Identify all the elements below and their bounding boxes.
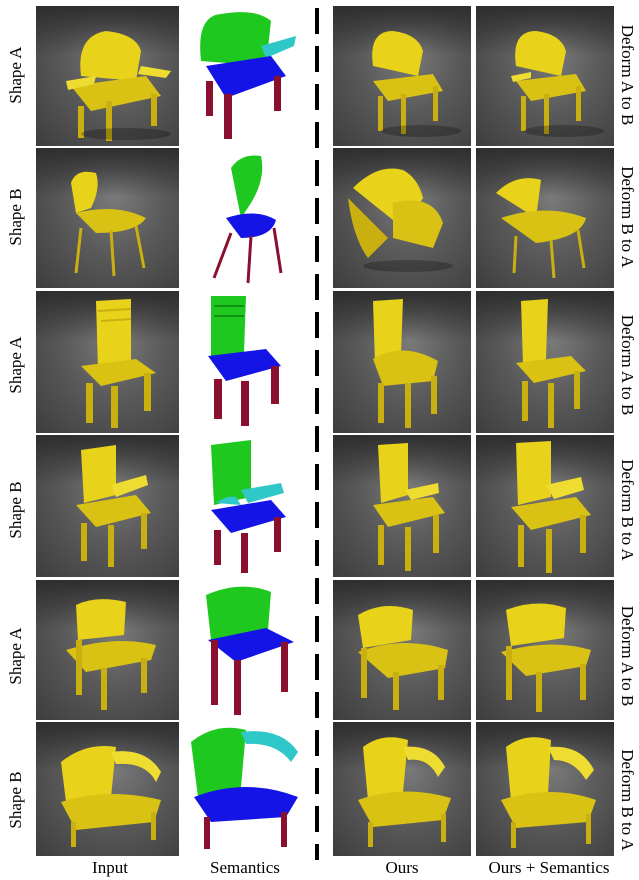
- chair-render: [372, 31, 461, 137]
- row-label-6: Shape B: [6, 771, 25, 829]
- column-label-input: Input: [92, 858, 128, 877]
- ours-deform-6: [333, 722, 471, 856]
- chair-render: [501, 737, 596, 848]
- input-shape-b-1: [36, 148, 179, 288]
- input-shape-b-3: [36, 722, 179, 856]
- ours-semantics-deform-3: [476, 291, 614, 433]
- semantics-shape-b-3: [186, 722, 304, 856]
- right-label-3: Deform A to B: [618, 314, 637, 416]
- row-label-4: Shape B: [6, 481, 25, 539]
- chair-render: [358, 606, 448, 710]
- chair-render: [496, 178, 586, 279]
- semantics-shape-a-2: [186, 291, 304, 433]
- chair-render: [511, 441, 591, 573]
- column-label-ours-semantics: Ours + Semantics: [488, 858, 610, 877]
- column-label-semantics: Semantics: [210, 858, 280, 877]
- ours-semantics-deform-2: [476, 148, 614, 288]
- right-label-6: Deform B to A: [618, 749, 637, 851]
- chair-render: [516, 299, 586, 428]
- input-shape-a-2: [36, 291, 179, 433]
- ours-semantics-deform-5: [476, 580, 614, 720]
- semantics-shape-b-2: [186, 435, 304, 577]
- semantic-chair: [211, 440, 286, 573]
- column-label-ours: Ours: [385, 858, 419, 877]
- chair-render: [81, 299, 156, 428]
- semantic-chair: [206, 586, 294, 715]
- chair-render: [66, 31, 171, 141]
- semantics-shape-b-1: [186, 148, 304, 288]
- semantics-shape-a-3: [186, 580, 304, 720]
- ours-deform-3: [333, 291, 471, 433]
- input-shape-a-1: [36, 6, 179, 146]
- semantic-chair: [212, 155, 283, 284]
- ours-deform-5: [333, 580, 471, 720]
- semantic-chair: [208, 296, 281, 426]
- ours-semantics-deform-1: [476, 6, 614, 146]
- chair-render: [71, 171, 146, 277]
- row-label-2: Shape B: [6, 188, 25, 246]
- ours-semantics-deform-4: [476, 435, 614, 577]
- ours-semantics-deform-6: [476, 722, 614, 856]
- input-shape-a-3: [36, 580, 179, 720]
- row-label-1: Shape A: [6, 46, 25, 104]
- ours-deform-1: [333, 6, 471, 146]
- row-label-3: Shape A: [6, 336, 25, 394]
- right-label-5: Deform A to B: [618, 605, 637, 707]
- semantic-chair: [200, 12, 296, 139]
- chair-render: [358, 737, 451, 847]
- chair-render: [501, 603, 591, 712]
- right-label-1: Deform A to B: [618, 24, 637, 126]
- row-label-5: Shape A: [6, 627, 25, 685]
- semantic-chair: [191, 727, 298, 849]
- chair-render: [373, 443, 445, 571]
- chair-render: [373, 299, 438, 428]
- ours-deform-4: [333, 435, 471, 577]
- ours-deform-2: [333, 148, 471, 288]
- chair-render: [511, 31, 604, 137]
- chair-render: [61, 746, 161, 847]
- right-label-2: Deform B to A: [618, 166, 637, 268]
- right-label-4: Deform B to A: [618, 459, 637, 561]
- chair-render: [76, 445, 151, 567]
- input-shape-b-2: [36, 435, 179, 577]
- dashed-divider: [315, 8, 319, 860]
- chair-render: [348, 168, 453, 272]
- semantics-shape-a-1: [186, 6, 304, 146]
- chair-render: [66, 599, 156, 710]
